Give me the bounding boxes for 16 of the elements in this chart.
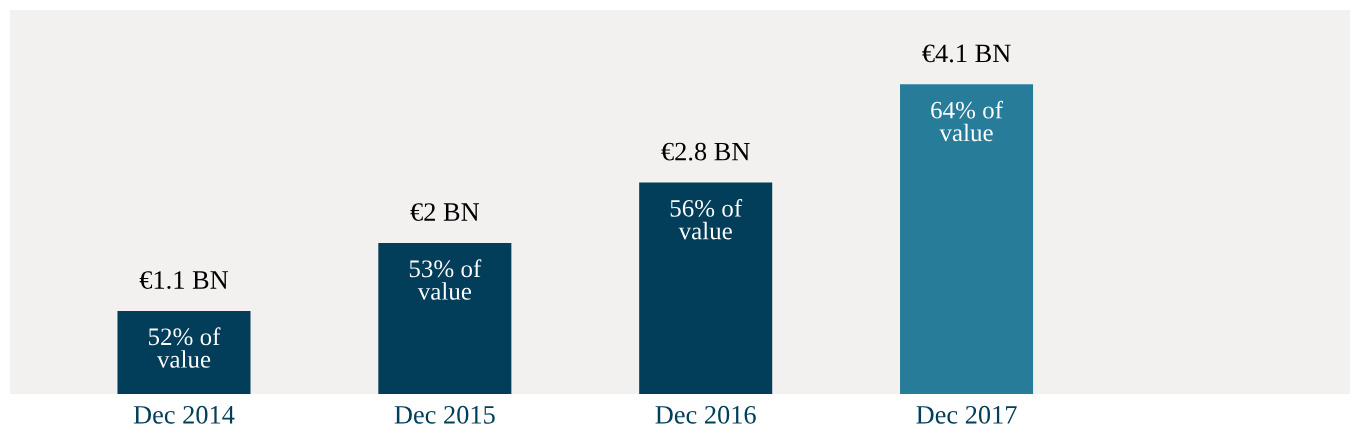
- x-tick-label: Dec 2015: [394, 405, 495, 424]
- x-tick-label: Dec 2016: [655, 405, 756, 424]
- x-tick-label: Dec 2017: [916, 405, 1017, 424]
- bar: [639, 182, 773, 394]
- annotation: 64% of value: [931, 100, 1003, 142]
- data-label: €2 BN: [410, 203, 480, 221]
- data-label: €2.8 BN: [661, 142, 750, 161]
- data-label: €1.1 BN: [139, 271, 229, 289]
- annotation: 52% of value: [148, 327, 221, 368]
- bar: [900, 84, 1034, 394]
- annotation: 56% of value: [670, 198, 743, 240]
- bar: [378, 242, 512, 394]
- data-label: €4.1 BN: [922, 44, 1011, 63]
- x-tick-label: Dec 2014: [133, 405, 235, 424]
- annotation: 53% of value: [409, 259, 482, 300]
- bar: [117, 310, 251, 394]
